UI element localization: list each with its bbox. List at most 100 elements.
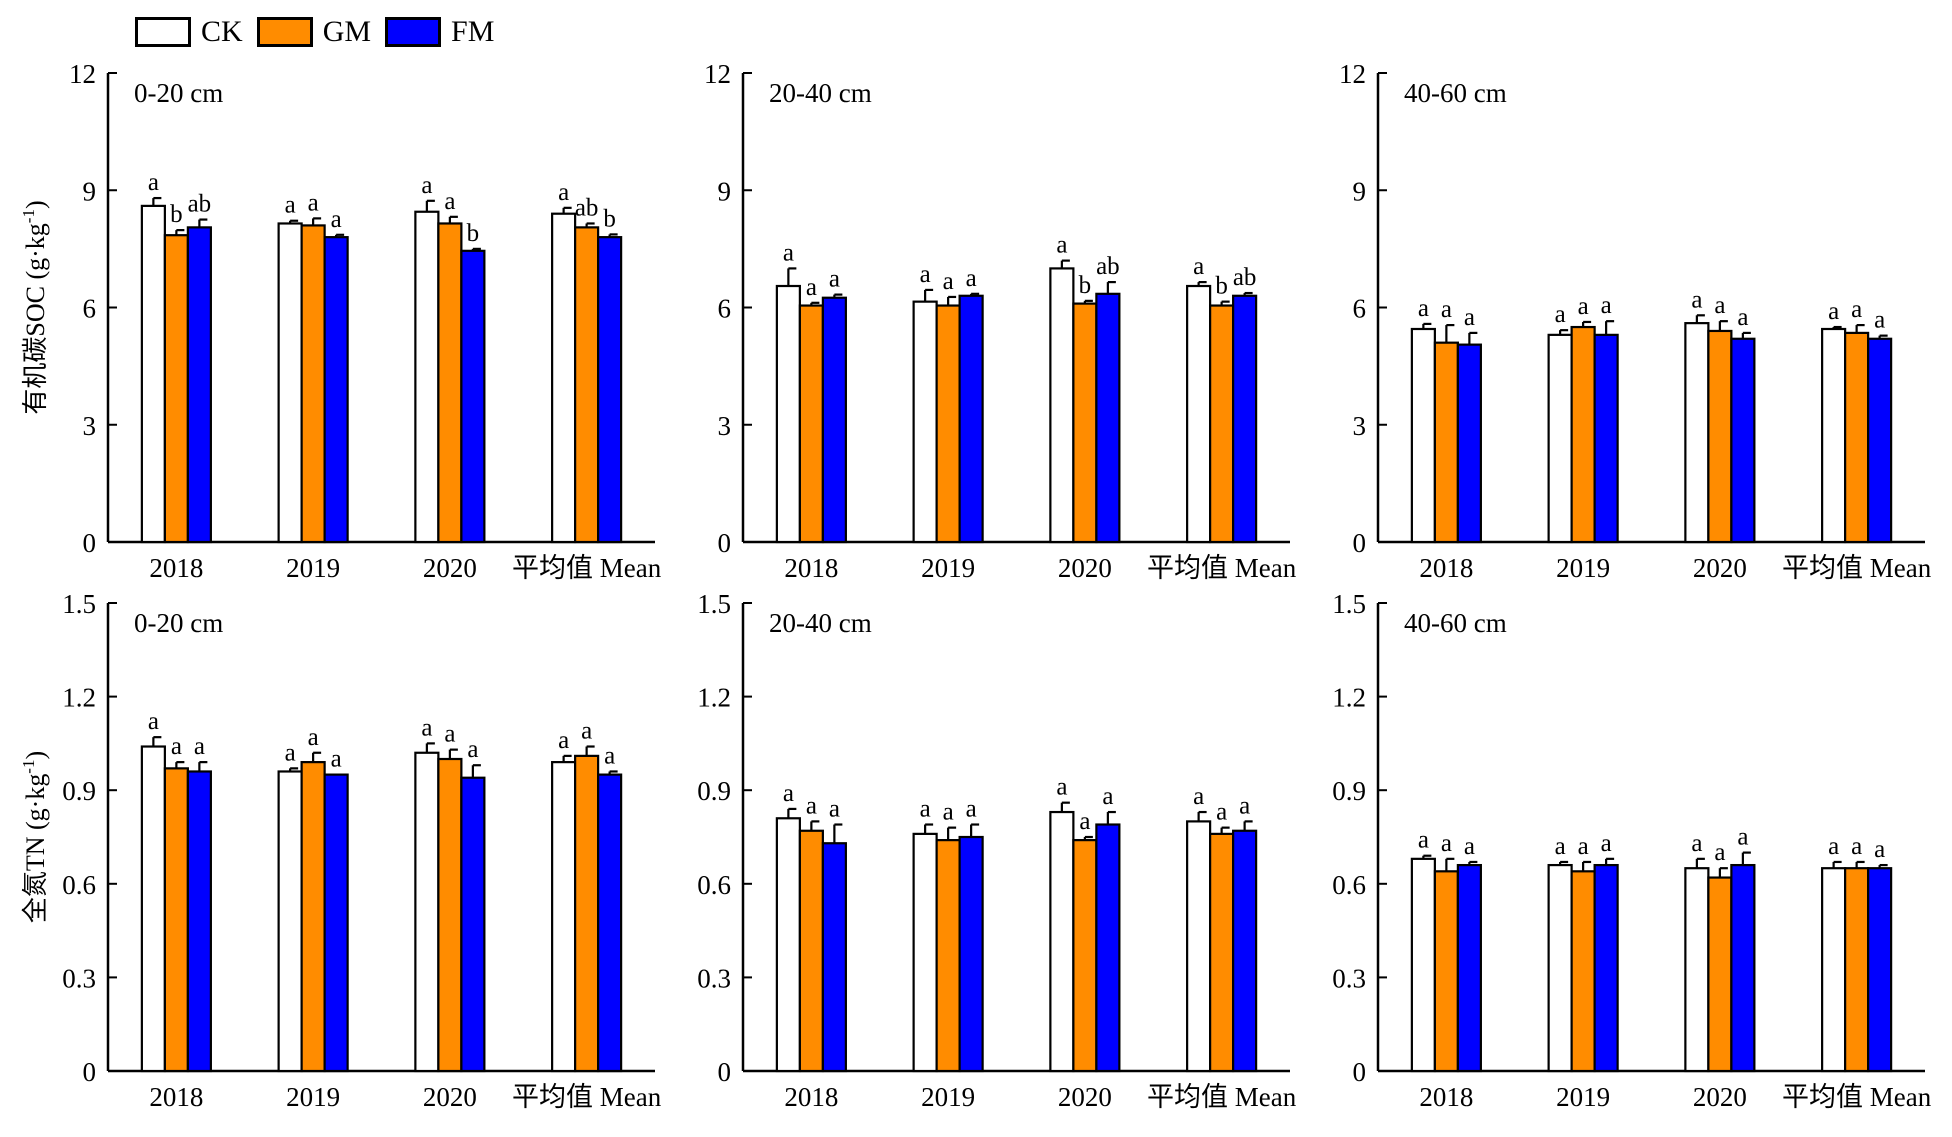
panel-4-sig-label-fm-1: a [331, 746, 342, 773]
panel-2-ytick-label-0: 0 [718, 528, 732, 558]
panel-3-sig-label-fm-3: a [1874, 307, 1885, 334]
panel-2-sig-label-fm-0: a [829, 266, 840, 293]
panel-2-xtick-label-2: 2020 [1058, 553, 1112, 583]
panel-3-bar-fm-1 [1593, 333, 1619, 544]
panel-5-bar-fm-3 [1232, 829, 1258, 1073]
panel-4-sig-label-ck-2: a [421, 714, 432, 741]
panel-4-bar-fm-3 [597, 773, 623, 1073]
panel-1-ytick-label-3: 9 [83, 176, 97, 206]
panel-1-sig-label-ck-0: a [148, 169, 159, 196]
panel-6-bar-ck-2 [1684, 867, 1710, 1073]
panel-5-bar-ck-3 [1186, 820, 1212, 1073]
panel-3-sig-label-gm-0: a [1441, 296, 1452, 323]
panel-1-bar-gm-1 [300, 224, 326, 544]
panel-4-ytick-label-2: 0.6 [62, 870, 96, 900]
panel-5-bar-fm-0 [821, 842, 847, 1073]
panel-5-bar-ck-0 [775, 817, 801, 1073]
panel-3-sig-label-ck-0: a [1418, 295, 1429, 322]
panel-3-ytick-label-1: 3 [1353, 411, 1367, 441]
panel-2-sig-label-fm-2: ab [1096, 253, 1120, 280]
panel-5-ytick-label-2: 0.6 [697, 870, 731, 900]
legend-label-gm: GM [322, 15, 372, 48]
panel-4-bar-ck-1 [277, 770, 303, 1073]
panel-4-sig-label-fm-0: a [194, 733, 205, 760]
panel-4-xtick-label-3: 平均值 Mean [512, 1082, 662, 1112]
panel-3-ytick-label-4: 12 [1339, 59, 1366, 89]
panel-3-sig-label-fm-0: a [1464, 304, 1475, 331]
panel-6-bar-gm-0 [1433, 870, 1459, 1073]
legend-swatch-gm [256, 17, 313, 47]
panel-2-bar-gm-2 [1072, 302, 1098, 544]
panel-3-sig-label-fm-2: a [1737, 304, 1748, 331]
panel-5-sig-label-gm-3: a [1216, 799, 1227, 826]
panel-1-sig-label-fm-0: ab [188, 191, 212, 218]
panel-3-bar-ck-0 [1410, 327, 1436, 544]
panel-5-sig-label-fm-1: a [966, 796, 977, 823]
legend-swatch-fm [385, 17, 442, 47]
panel-3-bar-gm-3 [1844, 331, 1870, 544]
panel-1-sig-label-gm-0: b [170, 201, 183, 228]
panel-1-sig-label-gm-1: a [308, 189, 319, 216]
panel-6-sig-label-ck-3: a [1828, 833, 1839, 860]
panel-6-bar-fm-3 [1867, 867, 1893, 1073]
panel-4-bar-gm-1 [300, 761, 326, 1073]
panel-6-sig-label-ck-2: a [1691, 830, 1702, 857]
panel-1-sig-label-fm-3: b [603, 205, 616, 232]
panel-1-xtick-label-2: 2020 [423, 553, 477, 583]
legend-item-ck: CK [135, 17, 243, 47]
panel-5-bar-fm-2 [1095, 823, 1121, 1073]
panel-6-xtick-label-3: 平均值 Mean [1782, 1082, 1932, 1112]
panel-1-sig-label-fm-1: a [331, 206, 342, 233]
panel-1-bar-gm-0 [163, 234, 189, 544]
panel-2-sig-label-ck-3: a [1193, 253, 1204, 280]
panel-4-sig-label-gm-3: a [581, 718, 592, 745]
panel-1-ytick-label-0: 0 [83, 528, 97, 558]
panel-6-sig-label-ck-0: a [1418, 827, 1429, 854]
panel-3-bar-gm-2 [1707, 329, 1733, 544]
panel-6-sig-label-gm-2: a [1714, 839, 1725, 866]
panel-4-sig-label-ck-1: a [285, 739, 296, 766]
panel-3-bar-gm-0 [1433, 341, 1459, 544]
panel-6-bar-gm-2 [1707, 876, 1733, 1073]
panel-2-xtick-label-3: 平均值 Mean [1147, 553, 1297, 583]
panel-4-xtick-label-2: 2020 [423, 1082, 477, 1112]
panel-5-sig-label-gm-0: a [806, 792, 817, 819]
panel-5-sig-label-fm-0: a [829, 796, 840, 823]
panel-5-bar-gm-3 [1209, 832, 1235, 1073]
panel-4-ytick-label-3: 0.9 [62, 776, 96, 806]
panel-1-sig-label-gm-3: ab [575, 194, 599, 221]
panel-3-sig-label-ck-3: a [1828, 298, 1839, 325]
panel-4-bar-gm-2 [437, 757, 463, 1073]
panel-2-ytick-label-1: 3 [718, 411, 732, 441]
panel-6-ytick-label-2: 0.6 [1332, 870, 1366, 900]
panel-2-bar-gm-0 [798, 304, 824, 544]
panel-2-bar-ck-1 [912, 300, 938, 544]
panel-6-sig-label-ck-1: a [1555, 833, 1566, 860]
panel-4-sig-label-gm-0: a [171, 733, 182, 760]
panel-5-xtick-label-0: 2018 [784, 1082, 838, 1112]
panel-6-sig-label-fm-0: a [1464, 833, 1475, 860]
panel-5-xtick-label-2: 2020 [1058, 1082, 1112, 1112]
panel-1-xtick-label-3: 平均值 Mean [512, 553, 662, 583]
panel-1-sig-label-ck-1: a [285, 192, 296, 219]
panel-4-title: 0-20 cm [134, 608, 223, 638]
panel-1-ytick-label-1: 3 [83, 411, 97, 441]
panel-2-ytick-label-3: 9 [718, 176, 732, 206]
panel-2-bar-gm-1 [935, 304, 961, 544]
panel-1-sig-label-gm-2: a [444, 188, 455, 215]
panel-6-bar-ck-0 [1410, 857, 1436, 1073]
panel-5-xtick-label-3: 平均值 Mean [1147, 1082, 1297, 1112]
panel-2-bar-fm-1 [958, 294, 984, 544]
panel-6-bar-ck-1 [1547, 863, 1573, 1073]
panel-5-bar-fm-1 [958, 835, 984, 1073]
panel-3-bar-ck-2 [1684, 322, 1710, 544]
panel-1-bar-fm-0 [186, 226, 212, 544]
panel-2-bar-fm-0 [821, 296, 847, 544]
panel-6-ytick-label-1: 0.3 [1332, 963, 1366, 993]
panel-6-ytick-label-3: 0.9 [1332, 776, 1366, 806]
panel-2-bar-fm-3 [1232, 294, 1258, 544]
panel-3-sig-label-gm-1: a [1578, 293, 1589, 320]
panel-4-ytick-label-0: 0 [83, 1057, 97, 1087]
panel-6-bar-fm-1 [1593, 863, 1619, 1073]
